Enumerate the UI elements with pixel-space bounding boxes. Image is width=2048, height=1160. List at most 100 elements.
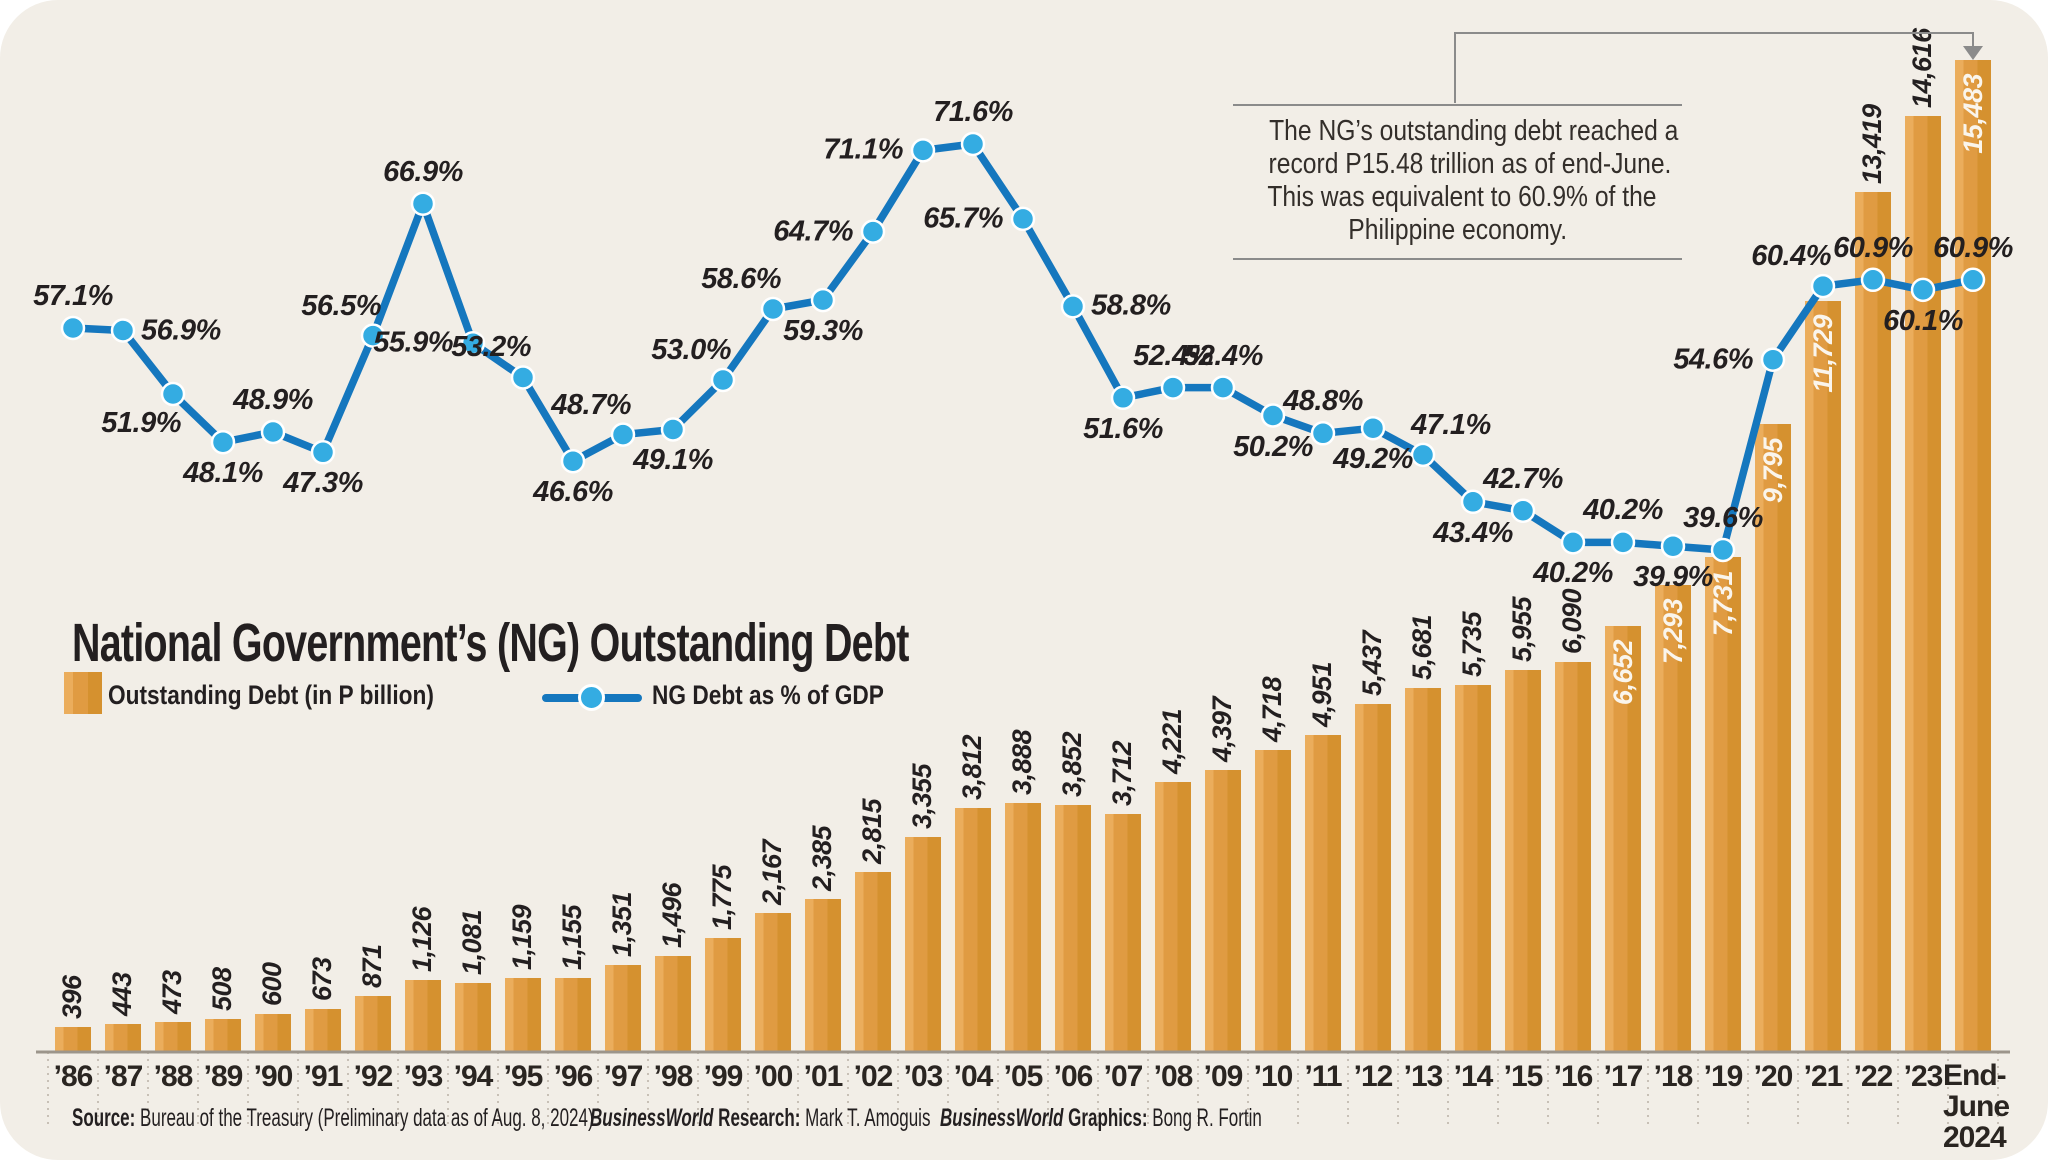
gdp-point (1960, 267, 1986, 293)
year-label: ’03 (903, 1060, 944, 1093)
year-label: ’04 (953, 1060, 994, 1093)
year-label: ’98 (653, 1060, 694, 1093)
year-label: ’14 (1453, 1060, 1494, 1093)
footer-graphics: BusinessWorld Graphics: Bong R. Fortin (940, 1104, 1262, 1132)
debt-bar (655, 956, 691, 1052)
callout-line: This was equivalent to 60.9% of the (1267, 181, 1657, 213)
callout-box: The NG’s outstanding debt reached a reco… (1233, 104, 1682, 260)
year-label: ’87 (103, 1060, 144, 1093)
footer-research: BusinessWorld Research: Mark T. Amoguis (590, 1104, 931, 1132)
year-label: End- June 2024 (1943, 1059, 2010, 1154)
gdp-pct-label: 48.1% (183, 457, 263, 490)
year-label: ’17 (1603, 1060, 1644, 1093)
gdp-point (1460, 489, 1486, 515)
gdp-point (960, 131, 986, 157)
callout-connector (1454, 32, 1974, 103)
gdp-point (1360, 415, 1386, 441)
year-label: ’02 (853, 1060, 894, 1093)
year-label: ’20 (1753, 1060, 1794, 1093)
callout-line: record P15.48 trillion as of end-June. (1268, 148, 1672, 180)
debt-bar (1655, 584, 1691, 1052)
gdp-pct-label: 56.5% (301, 289, 381, 322)
debt-bar (105, 1023, 141, 1052)
gdp-point (160, 381, 186, 407)
debt-bar (55, 1026, 91, 1052)
gdp-pct-label: 57.1% (33, 280, 113, 312)
gdp-point (410, 191, 436, 216)
gdp-pct-label: 51.6% (1083, 412, 1163, 445)
gdp-point (1860, 267, 1886, 293)
debt-bar (355, 996, 391, 1052)
gdp-point (1810, 273, 1836, 299)
footer-source: Source: Bureau of the Treasury (Prelimin… (72, 1104, 594, 1132)
gdp-pct-label: 40.2% (1583, 494, 1663, 527)
debt-bar (1555, 661, 1591, 1052)
gdp-point (910, 138, 936, 163)
gdp-pct-label: 43.4% (1433, 516, 1513, 549)
debt-bar (1255, 749, 1291, 1052)
gdp-pct-label: 39.6% (1683, 502, 1763, 535)
gdp-point (1910, 277, 1936, 303)
year-label: ’07 (1103, 1060, 1144, 1093)
year-label: ’10 (1253, 1060, 1294, 1093)
gdp-point (1010, 206, 1036, 232)
gdp-point (1610, 530, 1636, 555)
gdp-pct-label: 59.3% (783, 315, 863, 348)
gdp-pct-label: 58.8% (1091, 289, 1171, 322)
gdp-point (810, 287, 836, 313)
debt-bar (1755, 424, 1791, 1052)
gdp-pct-label: 66.9% (383, 155, 463, 188)
gdp-point (610, 422, 636, 447)
gdp-pct-label: 60.1% (1883, 304, 1963, 337)
debt-bar (505, 977, 541, 1052)
year-label: ’16 (1553, 1060, 1594, 1093)
gdp-point (860, 219, 886, 244)
year-label: ’22 (1853, 1060, 1894, 1093)
gdp-pct-label: 53.2% (451, 331, 531, 364)
gdp-point (60, 315, 86, 341)
gdp-point (660, 417, 686, 442)
year-label: ’09 (1203, 1060, 1244, 1093)
year-label: ’89 (203, 1060, 244, 1093)
callout-arrowhead (1963, 46, 1983, 60)
legend-bars-label: Outstanding Debt (in P billion) (108, 680, 434, 710)
year-label: ’00 (753, 1060, 794, 1093)
callout-line: Philippine economy. (1348, 214, 1567, 246)
gdp-pct-label: 49.1% (633, 444, 713, 477)
year-label: ’86 (53, 1060, 94, 1093)
gdp-point (1410, 442, 1436, 468)
debt-bar (1855, 192, 1891, 1052)
gdp-pct-label: 40.2% (1533, 557, 1613, 590)
year-label: ’19 (1703, 1060, 1744, 1093)
gdp-point (260, 419, 286, 445)
year-label: ’99 (703, 1060, 744, 1093)
year-label: ’01 (803, 1060, 844, 1093)
legend-bar-swatch (64, 672, 102, 714)
gdp-pct-label: 65.7% (923, 202, 1003, 235)
gdp-pct-label: 47.3% (283, 467, 363, 500)
gdp-point (210, 429, 236, 455)
gdp-pct-label: 46.6% (533, 476, 613, 509)
debt-bar (1955, 60, 1991, 1052)
debt-bar (1105, 814, 1141, 1052)
debt-bar (855, 871, 891, 1052)
gdp-point (560, 448, 586, 474)
debt-bar (1155, 781, 1191, 1052)
gdp-point (310, 440, 336, 465)
year-label: ’05 (1003, 1060, 1044, 1093)
gdp-pct-label: 39.9% (1633, 561, 1713, 594)
year-label: ’11 (1304, 1060, 1342, 1093)
gdp-point (1660, 533, 1686, 559)
year-label: ’18 (1653, 1060, 1694, 1093)
gdp-pct-label: 49.2% (1333, 443, 1413, 476)
year-label: ’96 (553, 1060, 594, 1093)
debt-bar (1905, 115, 1941, 1052)
debt-bar (1005, 802, 1041, 1052)
callout-line: The NG’s outstanding debt reached a (1269, 115, 1679, 147)
gdp-point (510, 365, 536, 390)
debt-bar (1305, 734, 1341, 1052)
gdp-point (1060, 294, 1086, 319)
